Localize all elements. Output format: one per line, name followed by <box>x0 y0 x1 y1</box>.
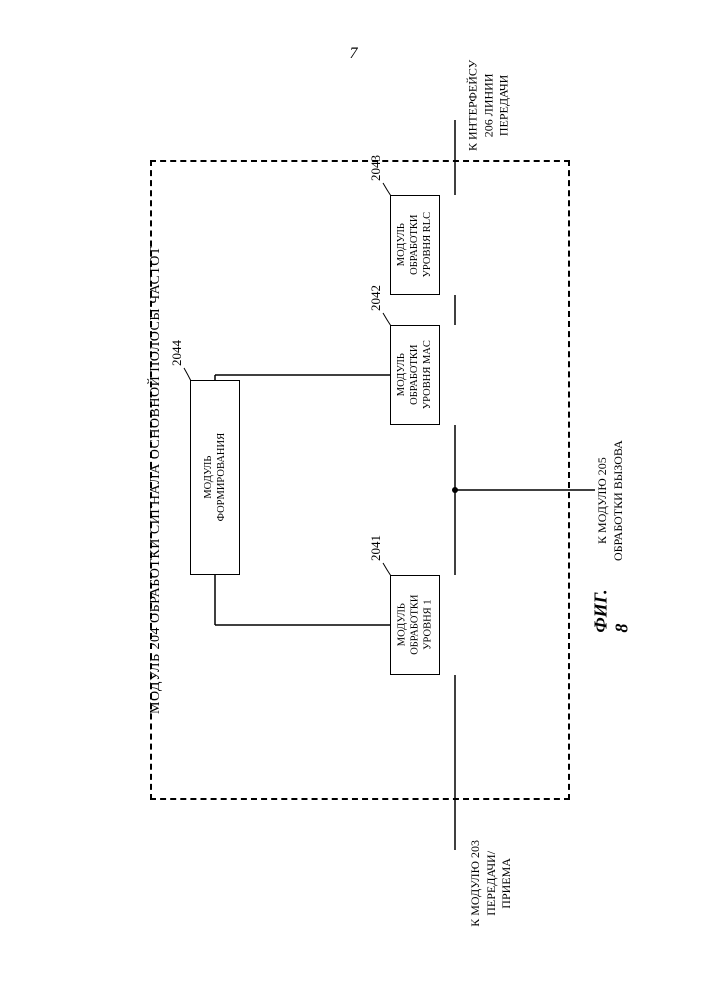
figure-caption: ФИГ. 8 <box>591 589 633 632</box>
connectors <box>90 90 620 910</box>
block-diagram: МОДУЛЬ 204 ОБРАБОТКИ СИГНАЛА ОСНОВНОЙ ПО… <box>90 90 620 910</box>
label-to-module-203: К МОДУЛЮ 203 ПЕРЕДАЧИ/ ПРИЕМА <box>468 840 515 927</box>
label-to-module-205: К МОДУЛЮ 205 ОБРАБОТКИ ВЫЗОВА <box>595 440 626 561</box>
label-to-interface-206: К ИНТЕРФЕЙСУ 206 ЛИНИИ ПЕРЕДАЧИ <box>465 60 512 151</box>
page-number: 7 <box>0 45 707 63</box>
